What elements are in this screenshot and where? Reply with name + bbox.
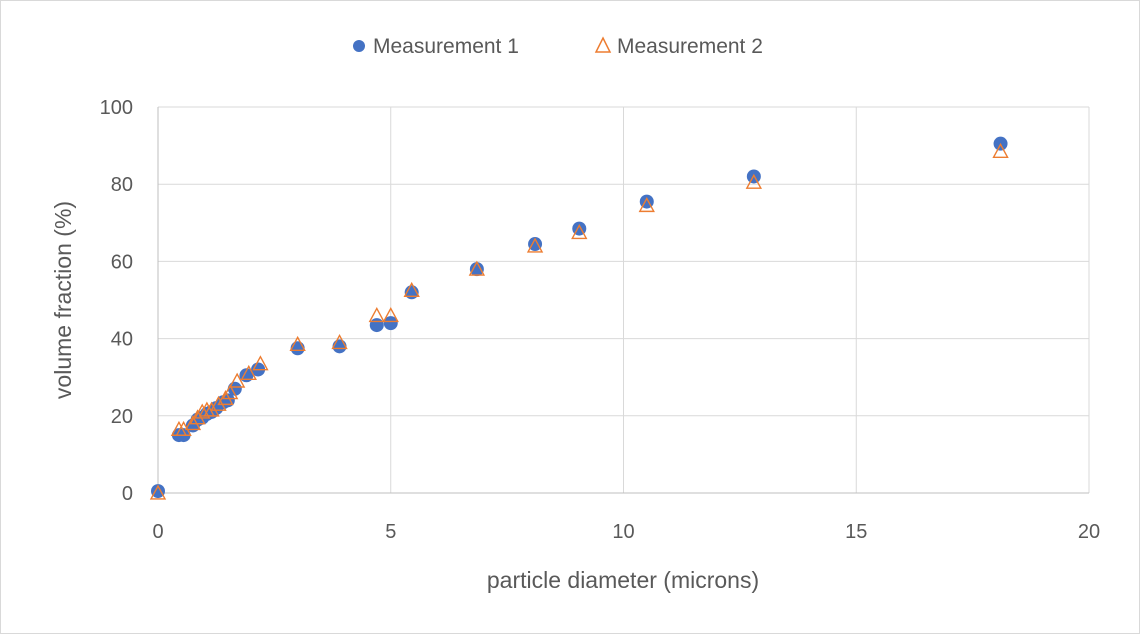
- point-triangle: [745, 173, 763, 189]
- x-tick-label: 15: [845, 521, 867, 543]
- legend-item-measurement-2: Measurement 2: [594, 35, 763, 58]
- tick-labels: 0 20 40 60 80 100 0 5 10 15 20: [100, 97, 1101, 543]
- y-tick-label: 80: [111, 174, 133, 196]
- point-triangle: [221, 384, 239, 400]
- point-triangle: [289, 335, 306, 352]
- y-tick-label: 40: [111, 329, 133, 351]
- point-triangle: [403, 281, 420, 297]
- point-triangle: [382, 306, 399, 323]
- y-tick-label: 20: [111, 406, 133, 428]
- point-circle: [332, 339, 347, 354]
- legend: Measurement 1 Measurement 2: [353, 35, 763, 58]
- point-triangle: [194, 403, 211, 419]
- point-circle: [383, 316, 398, 331]
- legend-label-measurement-1: Measurement 1: [373, 35, 519, 58]
- y-tick-label: 60: [111, 251, 133, 273]
- point-triangle: [571, 223, 588, 240]
- point-triangle: [638, 196, 655, 213]
- point-triangle: [468, 260, 486, 276]
- point-triangle: [252, 355, 269, 371]
- x-tick-label: 10: [612, 521, 634, 543]
- axes: [157, 107, 1089, 494]
- point-triangle: [992, 142, 1009, 159]
- point-triangle: [331, 333, 348, 350]
- point-triangle: [149, 484, 167, 500]
- point-triangle: [368, 306, 385, 323]
- y-tick-label: 100: [100, 97, 133, 119]
- y-axis-title: volume fraction (%): [50, 201, 76, 399]
- point-triangle: [228, 372, 246, 388]
- y-tick-label: 0: [122, 483, 133, 505]
- data-series: [149, 136, 1009, 500]
- legend-marker-circle: [353, 40, 365, 52]
- grid-lines: [158, 106, 1090, 493]
- point-triangle: [526, 237, 544, 253]
- point-triangle: [240, 364, 257, 380]
- series-measurement-2: [149, 142, 1009, 500]
- point-circle: [528, 237, 543, 252]
- x-tick-label: 0: [152, 521, 163, 543]
- point-circle: [369, 318, 384, 333]
- legend-label-measurement-2: Measurement 2: [617, 35, 763, 58]
- point-circle: [151, 484, 165, 499]
- legend-marker-triangle: [594, 36, 612, 53]
- point-circle: [469, 262, 484, 277]
- series-measurement-1: [151, 136, 1008, 499]
- point-circle: [290, 341, 305, 356]
- x-tick-label: 20: [1078, 521, 1100, 543]
- x-tick-label: 5: [385, 521, 396, 543]
- x-axis-title: particle diameter (microns): [487, 567, 759, 593]
- legend-item-measurement-1: Measurement 1: [353, 35, 519, 58]
